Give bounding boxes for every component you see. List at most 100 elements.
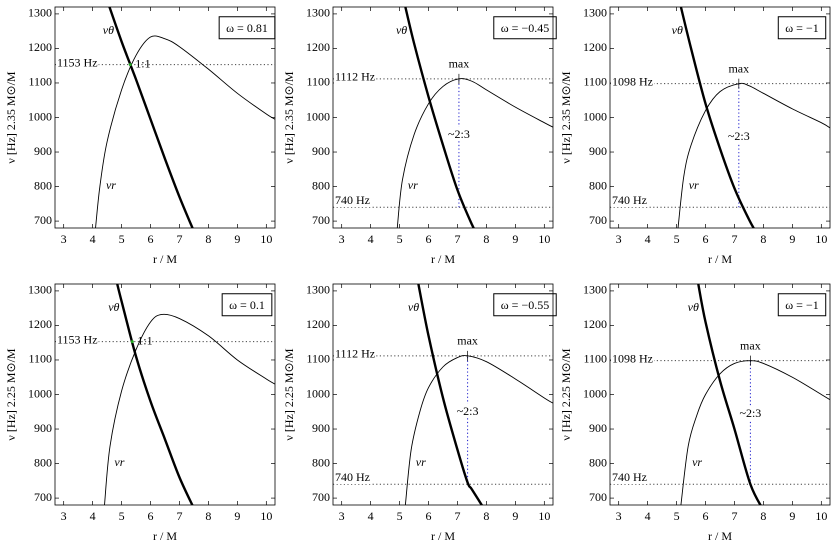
panel: 3 4 5 6 7 8 9 10 700 800 900 1000 1100 1200 1300 r / M ν… — [282, 6, 557, 266]
y-tick-label: 1000 — [28, 109, 52, 123]
x-tick-label: 7 — [176, 509, 182, 523]
y-tick-label: 700 — [589, 213, 607, 227]
x-tick-label: 7 — [454, 232, 460, 246]
y-tick-label: 1200 — [28, 317, 52, 331]
curve — [680, 360, 830, 505]
plot-area — [55, 284, 275, 505]
frame — [609, 283, 831, 506]
x-tick-label: 10 — [260, 232, 272, 246]
y-axis-label: ν [Hz] 2.35 M⊙/M — [559, 71, 573, 163]
x-tick-label: 6 — [703, 232, 709, 246]
y-tick-label: 1000 — [583, 386, 607, 400]
series-label: νθ — [103, 23, 114, 37]
x-tick-label: 10 — [538, 509, 550, 523]
y-tick-label: 900 — [34, 421, 52, 435]
frame — [332, 283, 554, 506]
frame — [332, 6, 554, 229]
series-label: νr — [689, 178, 699, 192]
x-tick-label: 7 — [731, 509, 737, 523]
frame — [54, 283, 276, 506]
annotation: ω = −0.55 — [501, 298, 549, 312]
series-label: νr — [416, 455, 426, 469]
x-tick-label: 9 — [234, 509, 240, 523]
curve — [116, 284, 194, 505]
y-tick-label: 700 — [34, 213, 52, 227]
frame — [609, 6, 831, 229]
x-tick-label: 6 — [426, 509, 432, 523]
y-axis-label: ν [Hz] 2.25 M⊙/M — [282, 348, 296, 440]
frame — [54, 6, 276, 229]
x-tick-label: 8 — [760, 232, 766, 246]
curve — [108, 7, 194, 228]
x-tick-label: 4 — [645, 509, 651, 523]
x-axis-label: r / M — [708, 529, 732, 543]
y-tick-label: 900 — [589, 144, 607, 158]
x-axis-label: r / M — [431, 252, 455, 266]
ratio-label: ~2:3 — [457, 404, 479, 418]
y-tick-label: 1300 — [28, 283, 52, 297]
reference-label: 1098 Hz — [612, 74, 653, 88]
y-tick-label: 1300 — [583, 283, 607, 297]
x-tick-label: 4 — [368, 509, 374, 523]
y-tick-label: 1000 — [583, 109, 607, 123]
y-tick-label: 1100 — [306, 75, 330, 89]
x-axis-label: r / M — [708, 252, 732, 266]
x-tick-label: 3 — [616, 232, 622, 246]
ratio-point — [128, 63, 132, 67]
y-tick-label: 800 — [312, 455, 330, 469]
x-tick-label: 8 — [205, 232, 211, 246]
reference-label: 740 Hz — [612, 470, 647, 484]
y-tick-label: 700 — [312, 213, 330, 227]
x-axis-label: r / M — [431, 529, 455, 543]
curve — [697, 284, 762, 505]
curve — [679, 7, 755, 228]
panel: 3 4 5 6 7 8 9 10 700 800 900 1000 1100 1200 1300 r / M ν… — [4, 283, 276, 543]
x-tick-label: 8 — [760, 509, 766, 523]
reference-label: 1112 Hz — [335, 347, 375, 361]
annotation: ω = −1 — [785, 298, 818, 312]
annotation: ω = −1 — [785, 21, 818, 35]
y-tick-label: 1100 — [583, 75, 607, 89]
panel: 3 4 5 6 7 8 9 10 700 800 900 1000 1100 1200 1300 r / M ν… — [559, 6, 831, 266]
reference-label: 1098 Hz — [612, 351, 653, 365]
y-tick-label: 900 — [312, 144, 330, 158]
series-label: νθ — [396, 23, 407, 37]
y-tick-label: 1200 — [306, 40, 330, 54]
ratio-label: ~2:3 — [739, 406, 761, 420]
annotation-box — [777, 16, 827, 40]
series-label: νθ — [108, 300, 119, 314]
curve — [404, 355, 553, 505]
x-tick-label: 6 — [703, 509, 709, 523]
x-tick-label: 9 — [234, 232, 240, 246]
x-tick-label: 9 — [789, 509, 795, 523]
x-tick-label: 6 — [426, 232, 432, 246]
ratio-label: 1:1 — [137, 333, 152, 347]
x-tick-label: 3 — [61, 232, 67, 246]
x-tick-label: 4 — [90, 232, 96, 246]
y-tick-label: 1300 — [306, 6, 330, 20]
annotation-box — [493, 293, 557, 317]
x-tick-label: 7 — [454, 509, 460, 523]
curve — [417, 284, 484, 505]
y-tick-label: 800 — [312, 178, 330, 192]
x-tick-label: 10 — [815, 509, 827, 523]
panel: 3 4 5 6 7 8 9 10 700 800 900 1000 1100 1200 1300 r / M ν… — [4, 6, 276, 266]
series-label: νr — [408, 178, 418, 192]
reference-label: 740 Hz — [335, 470, 370, 484]
x-tick-label: 10 — [260, 509, 272, 523]
peak-label: max — [449, 57, 470, 71]
curve — [95, 35, 275, 228]
y-tick-label: 1300 — [28, 6, 52, 20]
x-tick-label: 7 — [176, 232, 182, 246]
x-tick-label: 3 — [61, 509, 67, 523]
reference-label: 740 Hz — [612, 193, 647, 207]
x-tick-label: 5 — [119, 232, 125, 246]
y-tick-label: 1200 — [583, 317, 607, 331]
y-tick-label: 1200 — [583, 40, 607, 54]
series-label: νθ — [688, 300, 699, 314]
annotation-box — [777, 293, 827, 317]
panel: 3 4 5 6 7 8 9 10 700 800 900 1000 1100 1200 1300 r / M ν… — [282, 283, 557, 543]
y-tick-label: 1100 — [28, 75, 52, 89]
x-tick-label: 8 — [483, 232, 489, 246]
